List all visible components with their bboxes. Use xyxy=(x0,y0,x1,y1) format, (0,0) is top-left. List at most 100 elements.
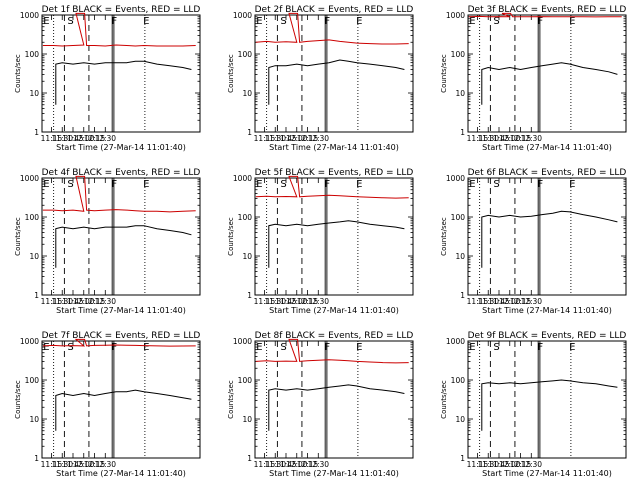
x-tick-label: 11:45 xyxy=(488,460,510,469)
x-tick-label: 11:15 xyxy=(254,297,276,306)
x-tick-label: 12:30 xyxy=(307,134,329,143)
x-tick-label: 11:30 xyxy=(477,134,499,143)
plot-frame xyxy=(254,340,414,459)
detector-chart-8: Det 8f BLACK = Events, RED = LLD 1 10 100 10… xyxy=(227,331,414,478)
y-tick-label: 10 xyxy=(455,252,465,261)
x-tick-label: 11:30 xyxy=(51,297,73,306)
y-tick-label: 1 xyxy=(247,291,252,300)
chart-title: Det 3f BLACK = Events, RED = LLD xyxy=(468,5,627,15)
x-tick-label: 11:15 xyxy=(254,134,276,143)
lld-rate-line xyxy=(255,338,409,364)
plot-frame xyxy=(254,177,414,296)
chart-title: Det 5f BLACK = Events, RED = LLD xyxy=(255,168,414,178)
y-tick-label: 1 xyxy=(34,454,39,463)
y-axis-label: Counts/sec xyxy=(14,54,22,93)
event-marker-label: E xyxy=(356,16,362,27)
x-tick-label: 11:15 xyxy=(254,460,276,469)
y-tick-label: 10 xyxy=(29,252,39,261)
y-tick-label: 1000 xyxy=(446,174,465,183)
event-marker-label: E xyxy=(569,16,575,27)
y-tick-label: 1000 xyxy=(20,11,39,20)
x-tick-label: 11:15 xyxy=(41,460,63,469)
event-marker-label: E xyxy=(256,179,262,190)
y-tick-label: 100 xyxy=(25,213,40,222)
x-axis-label: Start Time (27-Mar-14 11:01:40) xyxy=(269,143,399,152)
y-tick-label: 1 xyxy=(34,128,39,137)
y-axis-label: Counts/sec xyxy=(227,380,235,419)
x-tick-label: 12:00 xyxy=(286,134,308,143)
x-tick-label: 12:00 xyxy=(73,460,95,469)
chart-title: Det 1f BLACK = Events, RED = LLD xyxy=(42,5,201,15)
y-tick-label: 100 xyxy=(451,50,466,59)
chart-title: Det 4f BLACK = Events, RED = LLD xyxy=(42,168,201,178)
x-tick-label: 12:30 xyxy=(94,460,116,469)
event-marker-label: F xyxy=(324,179,330,190)
detector-chart-9: Det 9f BLACK = Events, RED = LLD 1 10 100 10… xyxy=(440,331,627,478)
x-tick-label: 12:00 xyxy=(499,297,521,306)
y-tick-label: 1 xyxy=(460,291,465,300)
x-axis-label: Start Time (27-Mar-14 11:01:40) xyxy=(482,143,612,152)
event-marker-label: F xyxy=(111,179,117,190)
x-tick-label: 12:00 xyxy=(73,297,95,306)
event-marker-label: S xyxy=(493,342,499,353)
x-tick-label: 11:15 xyxy=(41,134,63,143)
event-marker-label: E xyxy=(356,179,362,190)
y-tick-label: 10 xyxy=(242,252,252,261)
plot-frame xyxy=(467,340,627,459)
x-tick-label: 12:30 xyxy=(94,134,116,143)
x-tick-label: 12:30 xyxy=(520,460,542,469)
x-tick-label: 12:30 xyxy=(520,134,542,143)
x-tick-label: 11:15 xyxy=(467,460,489,469)
y-tick-label: 10 xyxy=(455,415,465,424)
y-axis-label: Counts/sec xyxy=(227,217,235,256)
x-tick-label: 12:15 xyxy=(84,134,106,143)
detector-chart-1: Det 1f BLACK = Events, RED = LLD 1 10 100 10… xyxy=(14,5,201,152)
x-tick-label: 12:00 xyxy=(286,297,308,306)
lld-rate-line xyxy=(42,338,196,347)
y-axis-label: Counts/sec xyxy=(14,217,22,256)
y-tick-label: 10 xyxy=(242,89,252,98)
plot-frame xyxy=(41,14,201,133)
x-tick-label: 12:30 xyxy=(307,460,329,469)
event-marker-label: E xyxy=(43,342,49,353)
event-marker-label: F xyxy=(324,16,330,27)
lld-rate-line xyxy=(42,175,196,213)
detector-chart-6: Det 6f BLACK = Events, RED = LLD 1 10 100 10… xyxy=(440,168,627,315)
chart-title: Det 2f BLACK = Events, RED = LLD xyxy=(255,5,414,15)
events-rate-line xyxy=(268,384,405,431)
y-tick-label: 1 xyxy=(247,454,252,463)
x-tick-label: 11:15 xyxy=(41,297,63,306)
chart-title: Det 6f BLACK = Events, RED = LLD xyxy=(468,168,627,178)
event-marker-label: E xyxy=(469,342,475,353)
event-marker-label: S xyxy=(280,16,286,27)
x-tick-label: 11:45 xyxy=(275,297,297,306)
event-marker-label: E xyxy=(256,342,262,353)
events-rate-line xyxy=(268,59,405,105)
events-rate-line xyxy=(55,389,192,431)
y-tick-label: 100 xyxy=(25,376,40,385)
chart-title: Det 9f BLACK = Events, RED = LLD xyxy=(468,331,627,341)
detector-chart-5: Det 5f BLACK = Events, RED = LLD 1 10 100 10… xyxy=(227,168,414,315)
event-marker-label: E xyxy=(469,16,475,27)
x-tick-label: 12:30 xyxy=(307,297,329,306)
x-tick-label: 12:30 xyxy=(94,297,116,306)
event-marker-label: F xyxy=(537,179,543,190)
events-rate-line xyxy=(55,60,192,105)
event-marker-label: F xyxy=(111,342,117,353)
x-axis-label: Start Time (27-Mar-14 11:01:40) xyxy=(269,469,399,478)
x-tick-label: 11:15 xyxy=(467,134,489,143)
y-axis-label: Counts/sec xyxy=(440,380,448,419)
x-tick-label: 12:00 xyxy=(499,134,521,143)
x-tick-label: 12:15 xyxy=(510,134,532,143)
x-tick-label: 12:30 xyxy=(520,297,542,306)
y-tick-label: 100 xyxy=(25,50,40,59)
x-tick-label: 12:15 xyxy=(297,297,319,306)
event-marker-label: S xyxy=(280,179,286,190)
plot-frame xyxy=(254,14,414,133)
y-tick-label: 100 xyxy=(451,376,466,385)
x-tick-label: 11:30 xyxy=(477,460,499,469)
x-tick-label: 11:45 xyxy=(62,297,84,306)
x-tick-label: 12:15 xyxy=(84,297,106,306)
y-tick-label: 1 xyxy=(460,128,465,137)
